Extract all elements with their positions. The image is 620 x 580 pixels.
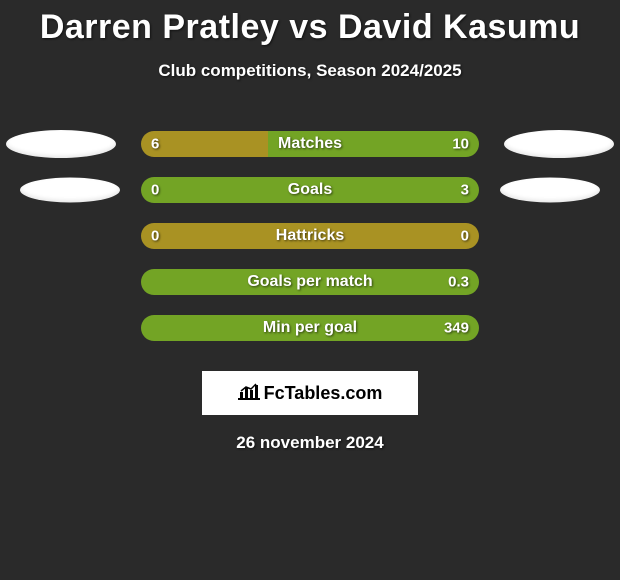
player2-badge [504, 130, 614, 158]
stat-value-right: 0 [461, 228, 469, 245]
page-subtitle: Club competitions, Season 2024/2025 [0, 61, 620, 81]
stats-area: 6 10 Matches 0 3 Goals 0 0 Hattricks 0.3 Goals per… [0, 121, 620, 351]
stat-row: 0 3 Goals [0, 167, 620, 213]
stat-row: 0 0 Hattricks [0, 213, 620, 259]
player2-badge [500, 178, 600, 203]
stat-value-right: 349 [444, 320, 469, 337]
bar-track: 349 Min per goal [141, 315, 479, 341]
stat-bar: 349 Min per goal [141, 315, 479, 341]
stat-label: Hattricks [276, 227, 344, 245]
bar-track: 0.3 Goals per match [141, 269, 479, 295]
player1-badge [6, 130, 116, 158]
stat-bar: 6 10 Matches [141, 131, 479, 157]
stat-row: 349 Min per goal [0, 305, 620, 351]
stat-row: 0.3 Goals per match [0, 259, 620, 305]
stat-value-left: 6 [151, 136, 159, 153]
bar-track: 0 0 Hattricks [141, 223, 479, 249]
date-label: 26 november 2024 [0, 433, 620, 453]
stat-label: Matches [278, 135, 342, 153]
logo-text: FcTables.com [264, 383, 383, 404]
stat-bar: 0 3 Goals [141, 177, 479, 203]
stat-value-left: 0 [151, 228, 159, 245]
stat-value-right: 3 [461, 182, 469, 199]
bar-track: 0 3 Goals [141, 177, 479, 203]
stat-value-right: 10 [452, 136, 469, 153]
stat-label: Goals [288, 181, 332, 199]
stat-label: Min per goal [263, 319, 357, 337]
bar-segment-left [141, 131, 268, 157]
page-title: Darren Pratley vs David Kasumu [0, 0, 620, 47]
stat-bar: 0 0 Hattricks [141, 223, 479, 249]
chart-icon [238, 382, 260, 405]
stat-bar: 0.3 Goals per match [141, 269, 479, 295]
bar-track: 6 10 Matches [141, 131, 479, 157]
stat-value-left: 0 [151, 182, 159, 199]
stat-value-right: 0.3 [448, 274, 469, 291]
stat-label: Goals per match [247, 273, 372, 291]
stat-row: 6 10 Matches [0, 121, 620, 167]
logo-box[interactable]: FcTables.com [202, 371, 418, 415]
player1-badge [20, 178, 120, 203]
